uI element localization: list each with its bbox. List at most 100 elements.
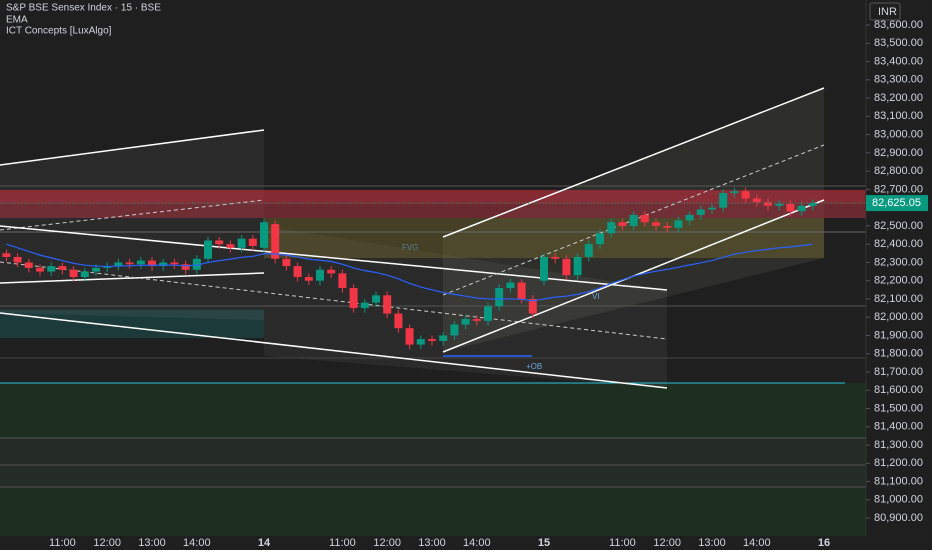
y-tick-label: 83,000.00 [874, 128, 923, 140]
y-tick-label: 82,000.00 [874, 311, 923, 323]
last-price-box [866, 195, 928, 212]
x-tick-label: 14:00 [743, 537, 771, 549]
candle-body [204, 240, 212, 259]
candle-body [148, 260, 156, 267]
y-tick-label: 82,400.00 [874, 238, 923, 250]
candle-body [327, 269, 336, 274]
legend-entry: EMA [6, 15, 28, 26]
axes: 83,600.00 83,500.00 83,400.00 83,300.00 83,2… [49, 19, 928, 549]
y-tick-label: 80,900.00 [874, 512, 923, 524]
candle-body [629, 214, 638, 226]
y-tick-label: 81,900.00 [874, 329, 923, 341]
y-tick-label: 82,300.00 [874, 256, 923, 268]
plot [0, 187, 866, 350]
candle-body [528, 298, 537, 314]
trend-line [0, 225, 668, 291]
y-tick-label: 81,700.00 [874, 366, 923, 378]
x-tick-label: 11:00 [49, 537, 76, 549]
y-tick-label: 81,000.00 [874, 494, 923, 506]
trend-line [0, 129, 265, 166]
candle-body [618, 222, 627, 226]
y-tick-label: 81,200.00 [874, 457, 923, 469]
zones [0, 88, 866, 536]
annotation: VI [592, 292, 600, 301]
candle-body [506, 282, 515, 288]
x-tick-label: 13:00 [418, 537, 446, 549]
x-axis-area [0, 536, 932, 550]
y-tick-label: 83,400.00 [874, 55, 923, 67]
candle-body [349, 287, 358, 309]
x-tick-label: 14:00 [463, 537, 491, 549]
y-tick-label: 82,800.00 [874, 165, 923, 177]
x-tick-label: 13:00 [698, 537, 726, 549]
candle-body [226, 244, 235, 248]
x-tick-label: 15 [538, 537, 550, 549]
candle-body [640, 214, 649, 223]
y-tick-label: 81,500.00 [874, 402, 923, 414]
candle-body [304, 277, 313, 281]
x-tick-label: 11:00 [609, 537, 636, 549]
x-tick-label: 11:00 [329, 537, 356, 549]
y-axis-area [866, 0, 932, 550]
trend-line [442, 87, 825, 238]
indicator-name: ICT Concepts [LuxAlgo] [6, 26, 112, 37]
candle-body [517, 282, 526, 299]
candle-body [360, 302, 369, 309]
candle-body [450, 324, 459, 336]
y-tick-label: 82,200.00 [874, 275, 923, 287]
candle-body [125, 262, 134, 265]
y-tick-label: 83,500.00 [874, 37, 923, 49]
annotation: +OB [526, 362, 542, 371]
y-tick-label: 83,100.00 [874, 110, 923, 122]
zone [0, 190, 866, 204]
candle-body [282, 258, 291, 267]
candle-body [808, 203, 817, 206]
zone [264, 218, 824, 258]
candle-body [484, 306, 492, 321]
candle-body [47, 266, 56, 272]
candle-body [663, 225, 672, 228]
candle-body [764, 202, 772, 206]
currency: INR [878, 6, 897, 18]
candle-body [797, 205, 806, 212]
currency-box [869, 2, 901, 21]
candle-body [316, 269, 324, 281]
trend-line [0, 312, 668, 389]
y-tick-label: 83,600.00 [874, 19, 923, 31]
last-price-label: 82,625.05 [872, 197, 921, 209]
candle-body [573, 256, 582, 276]
candle-body [786, 203, 795, 212]
candle-body [271, 224, 280, 259]
candle-body [192, 258, 201, 270]
candle-body [248, 238, 257, 246]
candle-body [181, 264, 190, 270]
candle-body [394, 313, 403, 329]
candle-body [562, 258, 571, 276]
y-tick-label: 81,100.00 [874, 475, 923, 487]
y-tick-label: 83,300.00 [874, 74, 923, 86]
ema-line [6, 243, 813, 302]
candle-body [92, 267, 100, 272]
x-tick-label: 12:00 [373, 537, 401, 549]
candle-body [540, 256, 548, 281]
x-tick-label: 12:00 [93, 537, 121, 549]
y-tick-label: 81,600.00 [874, 384, 923, 396]
y-tick-label: 82,500.00 [874, 220, 923, 232]
candle-body [775, 203, 784, 206]
candle-body [13, 256, 22, 263]
zone [0, 130, 264, 320]
candle-body [36, 267, 44, 272]
candle-body [741, 191, 750, 199]
candle-body [24, 262, 33, 268]
x-tick-label: 16 [818, 537, 830, 549]
candle-body [80, 271, 89, 278]
candle-body [652, 222, 660, 226]
candle-body [136, 260, 145, 265]
candle-body [215, 240, 224, 245]
candle-body [372, 295, 380, 303]
candle-body [439, 335, 448, 341]
x-tick-label: 14:00 [183, 537, 211, 549]
candle-body [752, 198, 761, 203]
